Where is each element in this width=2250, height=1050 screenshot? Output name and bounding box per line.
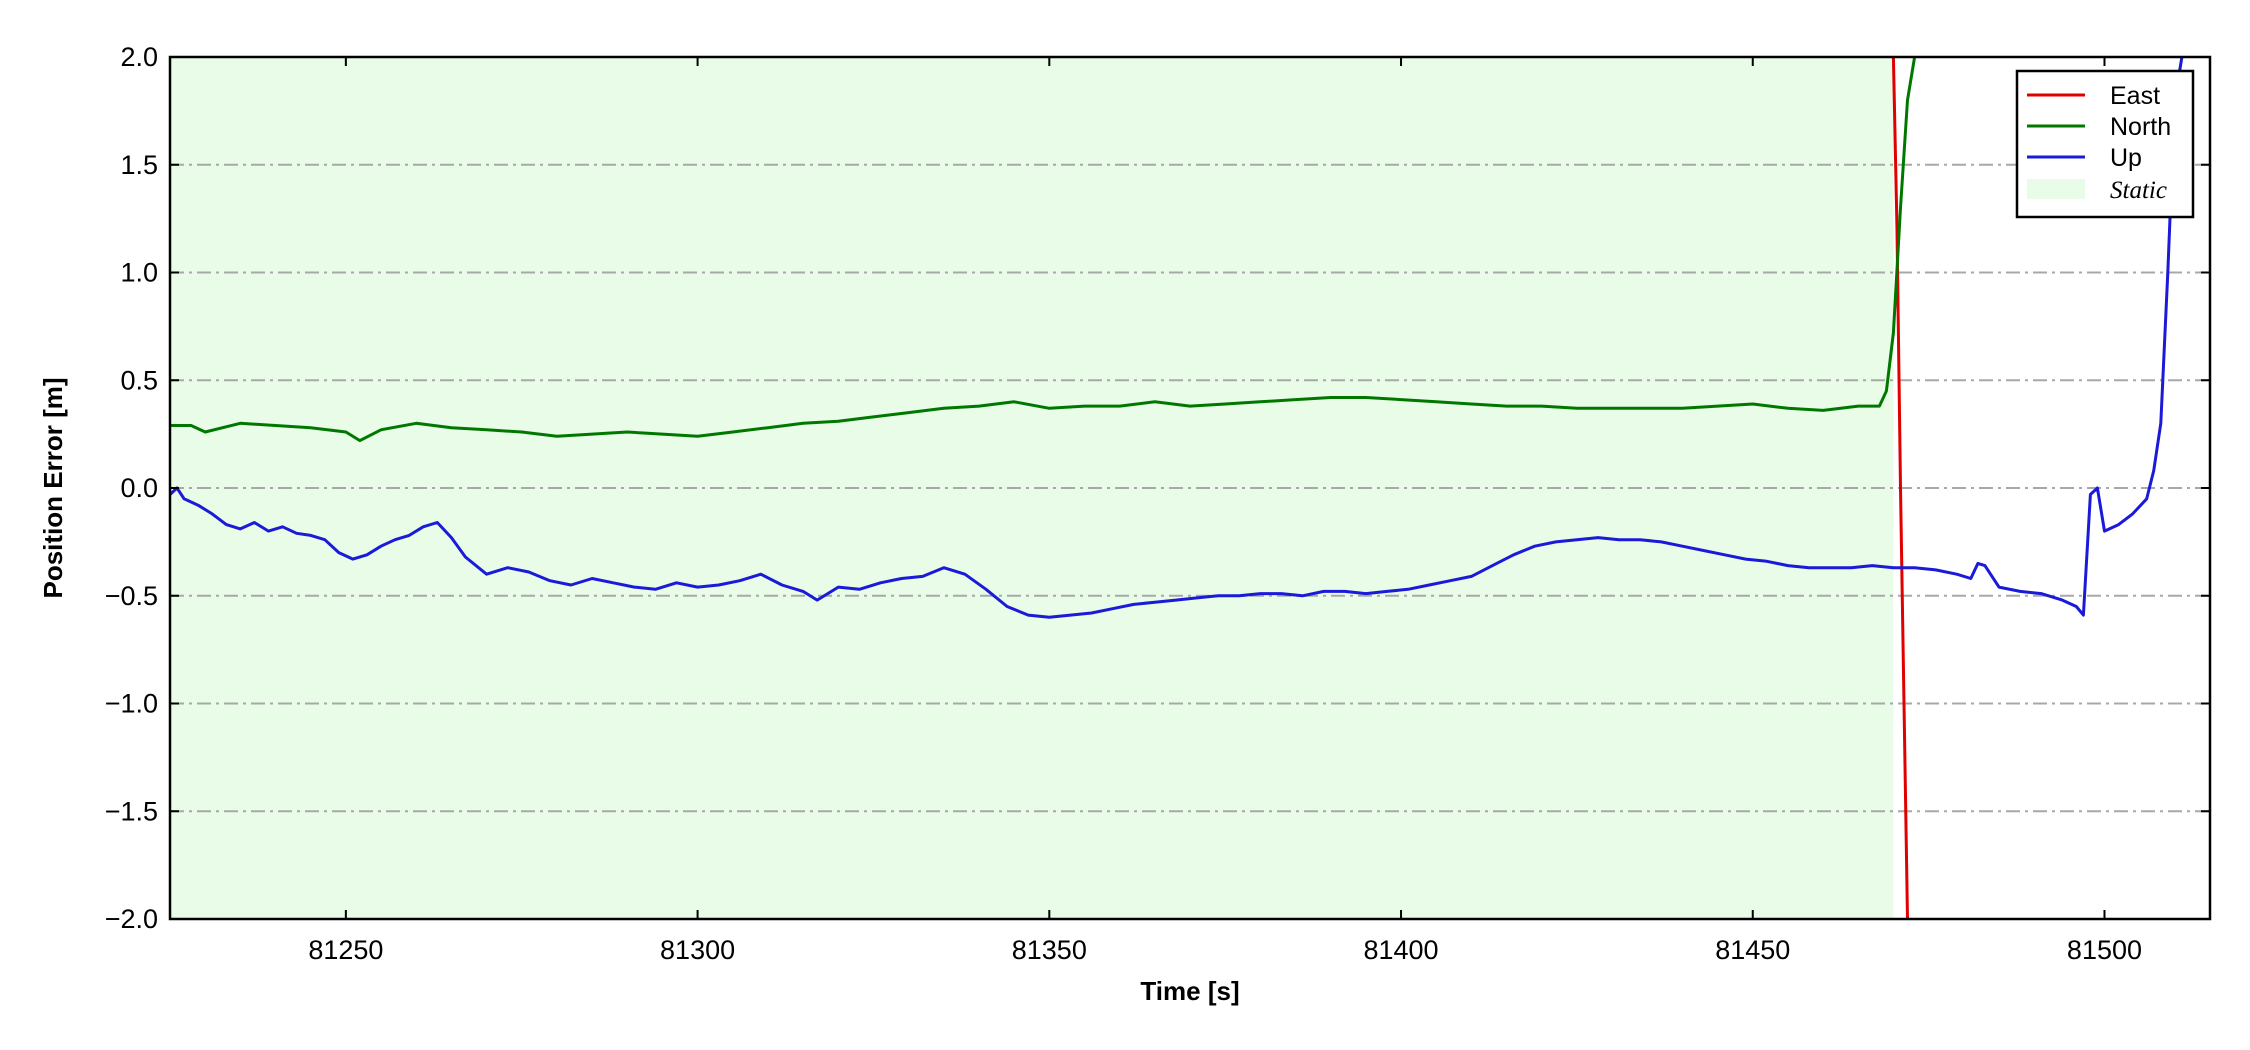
x-tick-label: 81500 — [2067, 935, 2142, 965]
series-line-north — [170, 57, 1917, 443]
series-line-east — [1891, 57, 1909, 919]
legend: East North Up Static — [2015, 69, 2195, 219]
legend-swatch-static — [2027, 179, 2085, 199]
legend-label-up: Up — [2110, 144, 2142, 172]
y-axis-label: Position Error [m] — [38, 377, 68, 598]
y-tick-label: 0.0 — [120, 473, 158, 503]
y-tick-label: −1.5 — [105, 796, 158, 826]
x-tick-label: 81450 — [1715, 935, 1790, 965]
x-tick-label: 81300 — [660, 935, 735, 965]
x-tick-label: 81250 — [308, 935, 383, 965]
legend-label-north: North — [2110, 113, 2171, 141]
y-tick-label: −1.0 — [105, 689, 158, 719]
x-tick-label: 81400 — [1363, 935, 1438, 965]
y-tick-label: 2.0 — [120, 42, 158, 72]
x-axis-ticks: 81250 81300 81350 81400 81450 81500 — [308, 57, 2142, 965]
y-axis-ticks: −2.0 −1.5 −1.0 −0.5 0.0 0.5 1.0 1.5 2.0 — [105, 42, 2210, 934]
y-tick-label: 1.5 — [120, 150, 158, 180]
y-tick-label: 0.5 — [120, 365, 158, 395]
series-line-up — [170, 57, 2184, 619]
legend-label-static: Static — [2110, 177, 2167, 204]
y-tick-label: −0.5 — [105, 581, 158, 611]
y-tick-label: 1.0 — [120, 258, 158, 288]
x-axis-label: Time [s] — [1140, 976, 1239, 1006]
series-layer — [170, 57, 2184, 919]
gridlines — [170, 163, 2210, 813]
legend-label-east: East — [2110, 82, 2160, 110]
x-tick-label: 81350 — [1012, 935, 1087, 965]
y-tick-label: −2.0 — [105, 904, 158, 934]
